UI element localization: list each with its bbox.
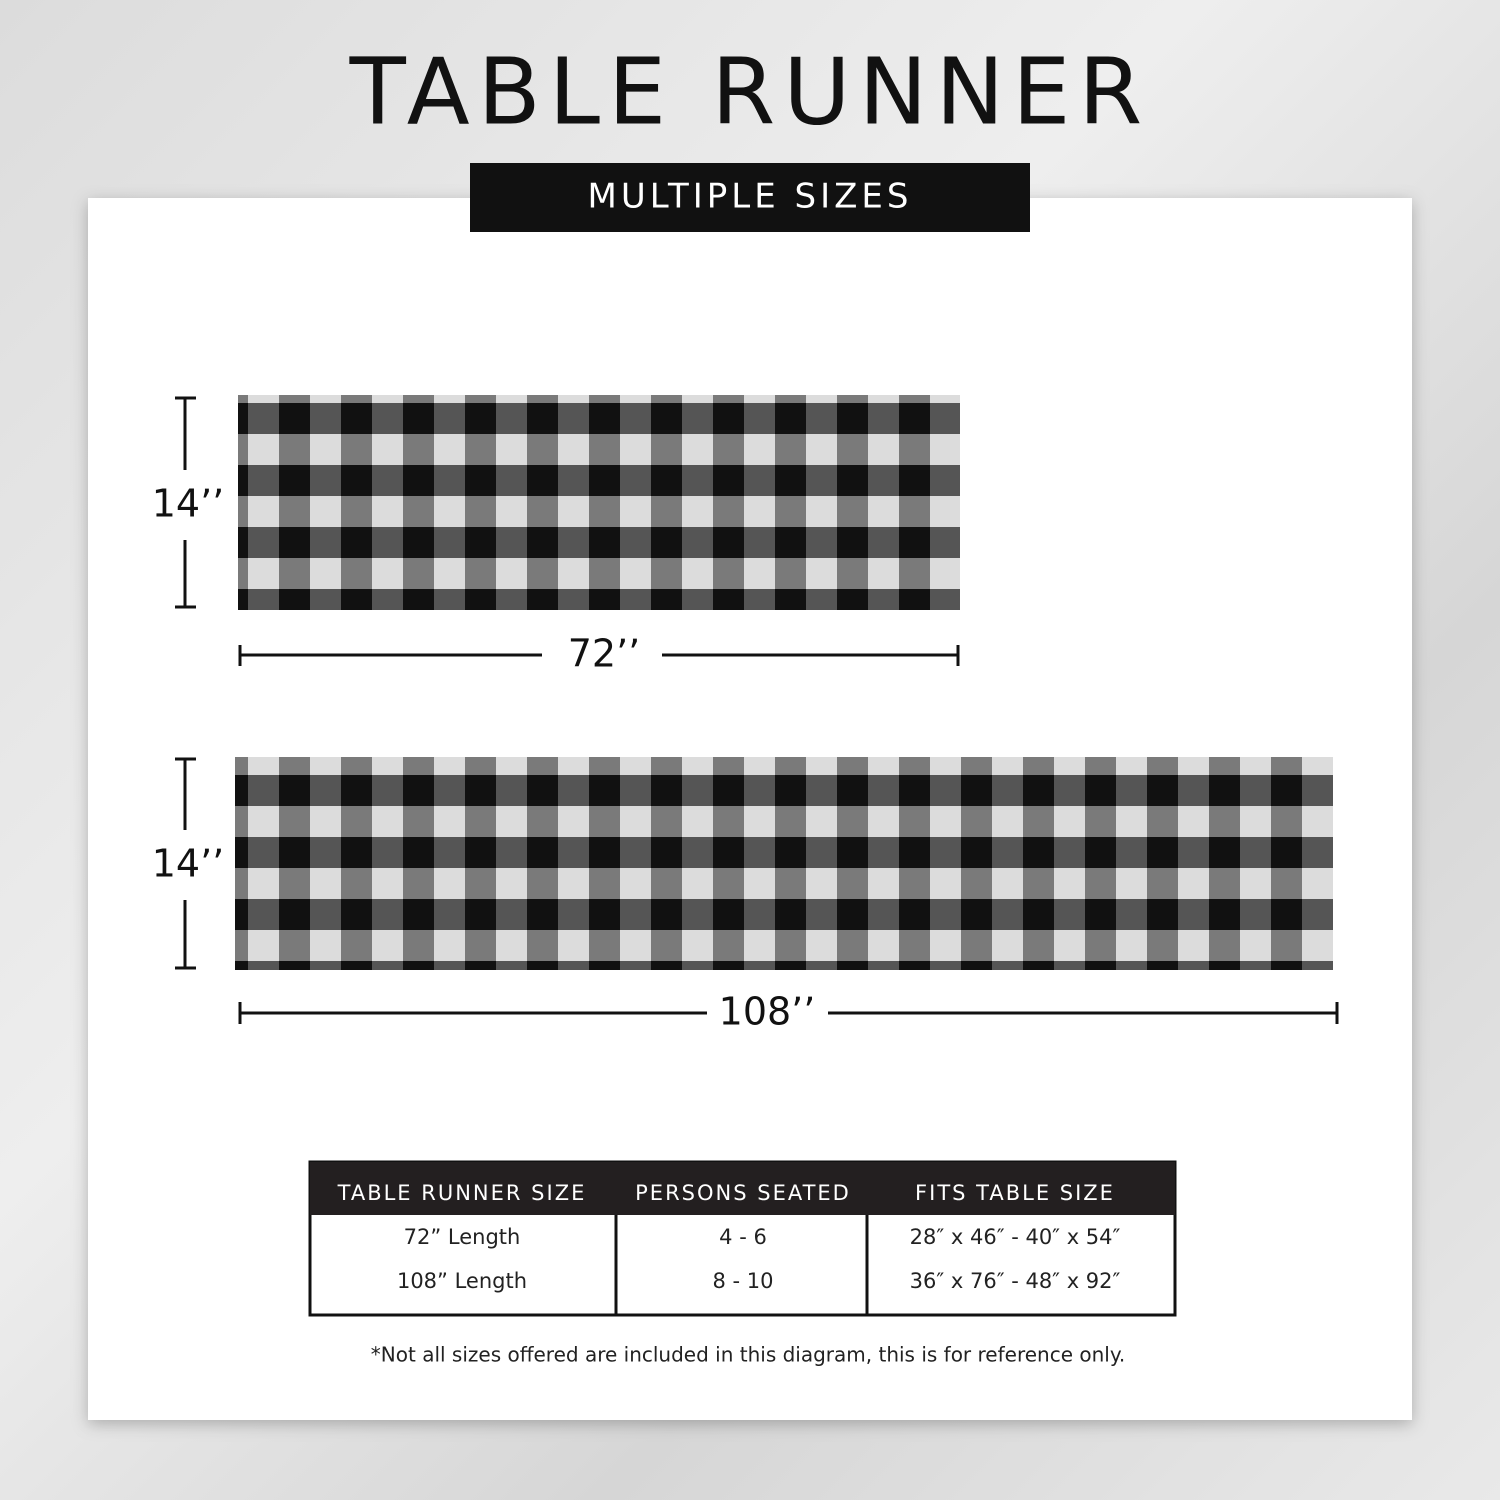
length-label: 72’’ [568,632,641,676]
header-row: TABLE RUNNER SIZE PERSONS SEATED FITS TA… [337,1181,1115,1205]
subtitle-box [470,163,1030,232]
table-dividers [614,1215,869,1315]
height-marker [175,757,196,970]
height-marker [175,396,196,609]
title: TABLE RUNNER [349,38,1151,145]
runner-72 [238,395,960,610]
height-label: 14’’ [152,482,225,526]
header-cell: TABLE RUNNER SIZE [337,1181,587,1205]
cell: 108” Length [397,1269,527,1293]
length-label: 108’’ [719,990,816,1034]
length-marker [238,645,960,666]
header-cell: FITS TABLE SIZE [915,1181,1115,1205]
runner-108 [235,757,1333,970]
cell: 36″ x 76″ - 48″ x 92″ [910,1269,1121,1293]
table-header [310,1162,1175,1215]
height-label: 14’’ [152,842,225,886]
cell: 72” Length [404,1225,521,1249]
header-cell: PERSONS SEATED [635,1181,851,1205]
cell: 8 - 10 [712,1269,773,1293]
cell: 4 - 6 [719,1225,767,1249]
table-body: 72” Length 4 - 6 28″ x 46″ - 40″ x 54″ 1… [397,1225,1121,1293]
subtitle: MULTIPLE SIZES [588,177,913,217]
footnote: *Not all sizes offered are included in t… [371,1343,1125,1367]
cell: 28″ x 46″ - 40″ x 54″ [910,1225,1121,1249]
length-marker [238,1002,1339,1024]
